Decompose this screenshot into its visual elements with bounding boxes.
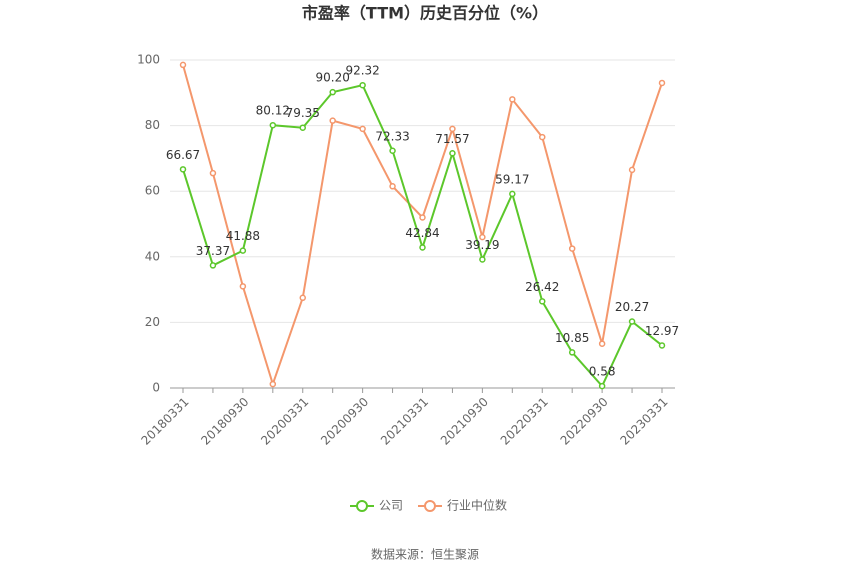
point	[209, 169, 217, 177]
point	[239, 283, 247, 290]
data-label: 37.37	[196, 244, 230, 258]
point	[598, 340, 606, 347]
data-label: 90.20	[316, 71, 350, 85]
data-label: 12.97	[645, 324, 679, 338]
point	[539, 133, 546, 141]
y-tick-label: 20	[145, 315, 160, 329]
point	[179, 61, 187, 69]
point	[539, 298, 546, 305]
x-tick-label: 20200331	[258, 395, 311, 448]
data-label: 71.57	[435, 132, 469, 146]
x-tick-label: 20200930	[318, 395, 371, 448]
point	[658, 342, 666, 349]
x-tick-label: 20220331	[498, 395, 551, 448]
point	[479, 233, 486, 241]
x-tick-label: 20210930	[438, 395, 491, 448]
point	[329, 117, 336, 124]
data-label: 66.67	[166, 148, 200, 162]
y-tick-label: 100	[137, 53, 160, 67]
data-label: 80.12	[256, 104, 290, 118]
y-tick-label: 0	[152, 381, 160, 395]
data-label: 26.42	[525, 280, 559, 294]
point	[479, 256, 486, 263]
x-tick-label: 20230331	[618, 395, 671, 448]
data-label: 59.17	[495, 172, 529, 186]
point	[568, 349, 576, 356]
data-label: 39.19	[465, 238, 499, 252]
point	[209, 262, 217, 269]
y-tick-label: 60	[145, 184, 160, 198]
source: 数据来源：恒生聚源	[371, 547, 479, 562]
data-label: 92.32	[345, 64, 379, 78]
point	[628, 318, 636, 325]
legend-label: 行业中位数	[447, 498, 507, 513]
data-label: 20.27	[615, 300, 649, 314]
data-label: 42.84	[405, 226, 439, 240]
point	[389, 183, 396, 190]
data-label: 72.33	[375, 129, 409, 143]
data-label: 0.58	[589, 365, 616, 379]
legend-item[interactable]: 公司	[350, 499, 403, 513]
point	[568, 245, 576, 252]
point	[509, 96, 516, 103]
point	[359, 125, 366, 133]
legend-label: 公司	[379, 499, 403, 513]
point	[269, 121, 277, 129]
point	[299, 294, 306, 302]
x-tick-label: 20210331	[378, 395, 431, 448]
point	[269, 380, 277, 388]
point	[419, 244, 426, 251]
point	[419, 214, 426, 221]
point	[449, 150, 456, 157]
x-tick-label: 20180930	[198, 395, 251, 448]
data-label: 41.88	[226, 229, 260, 243]
data-label: 79.35	[286, 106, 320, 120]
point	[509, 190, 516, 198]
chart-title: 市盈率（TTM）历史百分位（%）	[302, 4, 548, 23]
x-tick-label: 20220930	[558, 395, 611, 448]
data-label: 10.85	[555, 331, 589, 345]
legend-marker	[424, 500, 436, 512]
x-tick-label: 20180331	[139, 395, 192, 448]
y-tick-label: 80	[145, 118, 160, 132]
point	[179, 166, 187, 173]
legend-marker	[356, 500, 368, 512]
point	[628, 166, 636, 174]
point	[329, 88, 336, 96]
y-tick-label: 40	[145, 249, 160, 263]
point	[299, 124, 306, 131]
legend-item[interactable]: 行业中位数	[418, 498, 507, 513]
point	[658, 79, 666, 87]
point	[359, 81, 366, 89]
point	[598, 382, 606, 390]
point	[389, 147, 396, 155]
point	[449, 125, 456, 133]
point	[239, 247, 247, 254]
